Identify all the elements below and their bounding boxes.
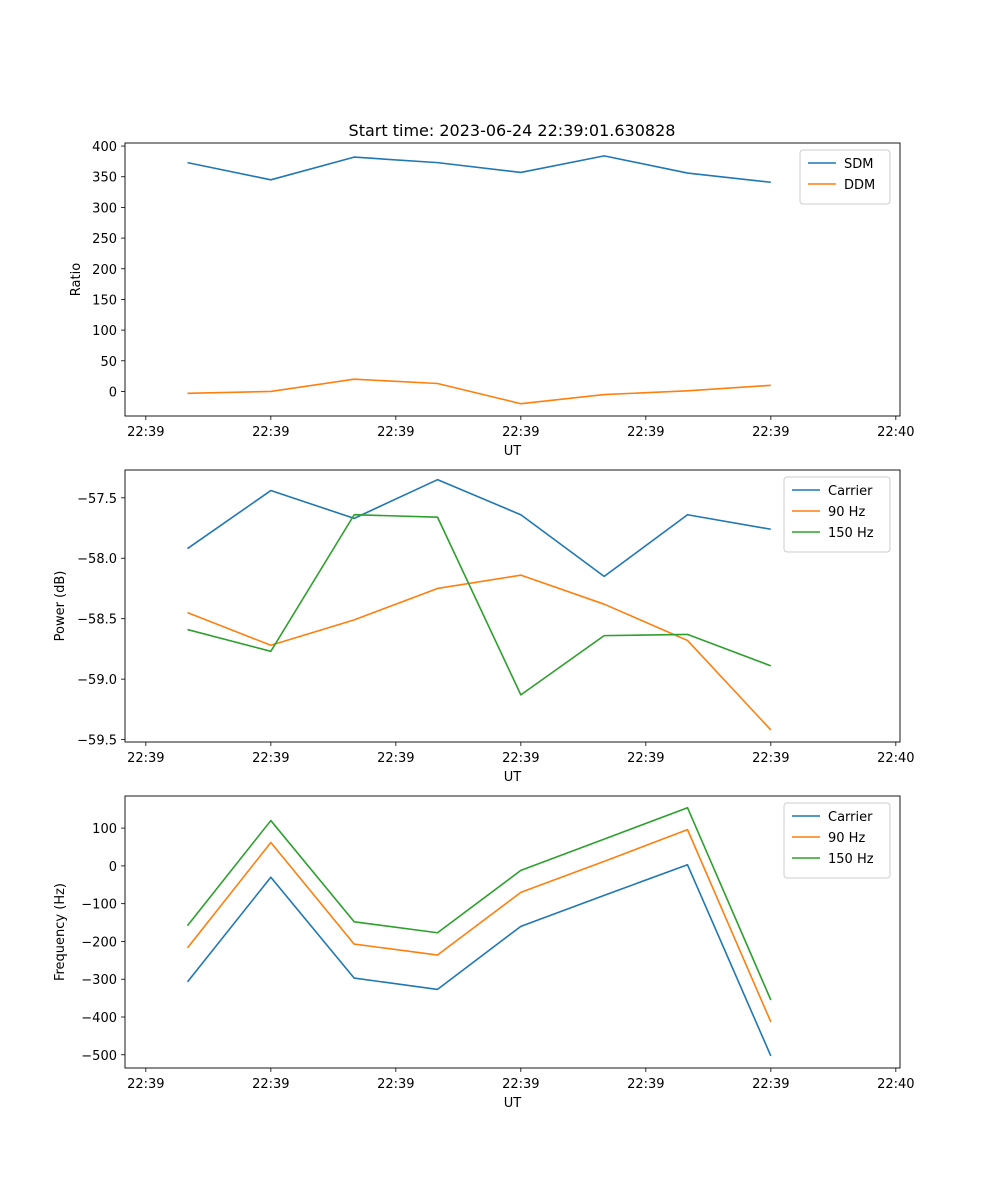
series-line-150-hz — [187, 513, 772, 696]
x-tick-label: 22:39 — [377, 425, 414, 440]
y-tick-label: −58.5 — [77, 613, 117, 628]
x-axis-label: UT — [504, 770, 522, 785]
x-tick-label: 22:39 — [252, 751, 289, 766]
y-tick-label: 300 — [92, 201, 117, 216]
series-line-150-hz — [186, 806, 772, 1001]
panel-ratio: 22:39 22:39 22:39 22:39 22:39 22:39 22:40 0 50 10… — [69, 140, 915, 459]
series-line-90-hz — [186, 828, 772, 1023]
legend-box — [783, 802, 891, 879]
plot-frame — [124, 469, 901, 743]
x-tick-label: 22:39 — [127, 751, 164, 766]
x-tick-label: 22:39 — [252, 1077, 289, 1092]
x-tick-label: 22:39 — [627, 425, 664, 440]
x-tick-label: 22:39 — [502, 425, 539, 440]
y-tick-label: −58.0 — [77, 552, 117, 567]
x-axis-label: UT — [504, 1096, 522, 1111]
legend-label: 90 Hz — [828, 831, 865, 846]
x-tick-label: 22:39 — [752, 425, 789, 440]
x-axis-label: UT — [504, 444, 522, 459]
y-tick-label: 350 — [92, 171, 117, 186]
plot-frame — [124, 795, 901, 1069]
x-tick-label: 22:39 — [627, 1077, 664, 1092]
legend-label: DDM — [844, 178, 875, 193]
series-line-carrier — [187, 478, 771, 578]
y-tick-label: 50 — [100, 355, 117, 370]
y-tick-label: 150 — [92, 293, 117, 308]
series-line-sdm — [187, 155, 771, 184]
x-tick-label: 22:39 — [752, 1077, 789, 1092]
figure-title: Start time: 2023-06-24 22:39:01.630828 — [349, 121, 676, 140]
legend-label: 90 Hz — [828, 505, 865, 520]
legend-label: Carrier — [828, 810, 873, 825]
y-axis-label: Ratio — [69, 263, 84, 296]
y-tick-label: 250 — [92, 232, 117, 247]
y-tick-label: −57.5 — [77, 492, 117, 507]
x-tick-label: 22:39 — [127, 1077, 164, 1092]
legend-box — [783, 476, 891, 553]
y-tick-label: −300 — [81, 973, 117, 988]
y-tick-label: 200 — [92, 263, 117, 278]
x-tick-label: 22:40 — [877, 425, 914, 440]
legend-label: 150 Hz — [828, 852, 874, 867]
plot-frame — [124, 142, 901, 417]
x-tick-label: 22:39 — [377, 1077, 414, 1092]
series-line-ddm — [187, 378, 771, 405]
y-axis-label: Frequency (Hz) — [53, 883, 68, 981]
y-tick-label: −500 — [81, 1049, 117, 1064]
y-tick-label: −59.0 — [77, 673, 117, 688]
y-tick-label: −100 — [81, 898, 117, 913]
x-tick-label: 22:39 — [377, 751, 414, 766]
x-tick-label: 22:39 — [502, 751, 539, 766]
y-tick-label: 0 — [109, 860, 117, 875]
y-tick-label: 0 — [109, 385, 117, 400]
series-line-carrier — [186, 863, 772, 1057]
legend-label: Carrier — [828, 484, 873, 499]
panel-frequency: 22:39 22:39 22:39 22:39 22:39 22:39 22:40 −500 −… — [53, 795, 915, 1111]
legend-label: SDM — [844, 157, 873, 172]
x-tick-label: 22:40 — [877, 1077, 914, 1092]
x-tick-label: 22:39 — [127, 425, 164, 440]
y-tick-label: −400 — [81, 1011, 117, 1026]
y-tick-label: 100 — [92, 324, 117, 339]
y-tick-label: 100 — [92, 822, 117, 837]
panel-power: 22:39 22:39 22:39 22:39 22:39 22:39 22:40 −59.5… — [53, 469, 915, 785]
y-tick-label: −200 — [81, 935, 117, 950]
x-tick-label: 22:39 — [627, 751, 664, 766]
x-tick-label: 22:39 — [252, 425, 289, 440]
x-tick-label: 22:40 — [877, 751, 914, 766]
legend-label: 150 Hz — [828, 526, 874, 541]
y-tick-label: −59.5 — [77, 734, 117, 749]
y-tick-label: 400 — [92, 140, 117, 155]
x-tick-label: 22:39 — [752, 751, 789, 766]
x-tick-label: 22:39 — [502, 1077, 539, 1092]
y-axis-label: Power (dB) — [53, 571, 68, 642]
